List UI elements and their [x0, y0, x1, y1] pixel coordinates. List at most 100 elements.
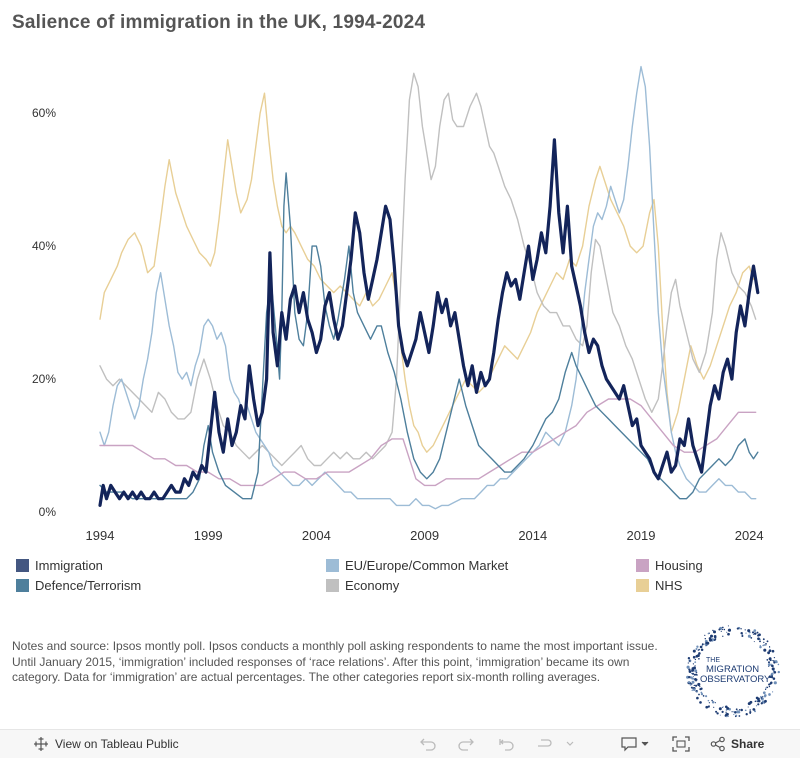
- legend-swatch: [16, 579, 29, 592]
- logo-dot: [725, 713, 728, 716]
- redo-icon[interactable]: [456, 736, 476, 752]
- logo-dot: [768, 657, 772, 660]
- logo-dot: [714, 702, 716, 704]
- revert-icon[interactable]: [497, 736, 517, 752]
- logo-dot: [712, 630, 717, 634]
- logo-dot: [686, 665, 690, 669]
- series-line-defence-terrorism[interactable]: [99, 172, 759, 500]
- logo-dot: [692, 663, 695, 665]
- logo-dot: [688, 670, 692, 673]
- pause-updates-icon[interactable]: [535, 736, 577, 752]
- logo-dot: [698, 693, 700, 696]
- legend-swatch: [636, 559, 649, 572]
- logo-dot: [764, 688, 767, 691]
- migration-observatory-logo: THE MIGRATION OBSERVATORY: [686, 625, 780, 718]
- logo-dot: [758, 633, 761, 637]
- series-line-economy[interactable]: [99, 72, 757, 467]
- logo-dot: [696, 690, 698, 693]
- logo-dot: [700, 692, 704, 696]
- y-tick-label: 40%: [32, 239, 56, 253]
- logo-dot: [721, 626, 724, 629]
- logo-dot: [760, 702, 763, 705]
- chart-title: Salience of immigration in the UK, 1994-…: [12, 12, 426, 33]
- legend-swatch: [16, 559, 29, 572]
- legend-label: Economy: [345, 578, 400, 593]
- logo-dot: [776, 661, 778, 663]
- logo-dot: [691, 672, 695, 675]
- logo-text-the: THE: [706, 657, 720, 664]
- logo-dot: [693, 666, 696, 670]
- logo-dot: [763, 641, 765, 644]
- y-tick-label: 20%: [32, 372, 56, 386]
- legend-item-defence[interactable]: Defence/Terrorism: [16, 578, 141, 593]
- logo-dot: [763, 648, 767, 652]
- share-icon: [710, 736, 725, 752]
- logo-dot: [711, 699, 713, 702]
- legend-item-immigration[interactable]: Immigration: [16, 558, 103, 573]
- logo-dot: [734, 715, 737, 718]
- logo-dot: [765, 643, 767, 645]
- legend-item-eu[interactable]: EU/Europe/Common Market: [326, 558, 508, 573]
- logo-dot: [753, 629, 757, 632]
- fullscreen-icon[interactable]: [672, 736, 690, 752]
- legend-item-economy[interactable]: Economy: [326, 578, 399, 593]
- logo-dot: [753, 632, 757, 635]
- tableau-icon: [34, 737, 48, 751]
- share-button[interactable]: Share: [710, 736, 764, 752]
- logo-dot: [752, 708, 756, 711]
- logo-dot: [694, 661, 697, 663]
- series-line-eu-europe-common-market[interactable]: [99, 65, 757, 510]
- legend-label: NHS: [655, 578, 683, 593]
- logo-dot: [719, 714, 721, 716]
- logo-dot: [770, 663, 772, 665]
- logo-dot: [731, 711, 733, 713]
- logo-dot: [734, 711, 737, 714]
- logo-dot: [760, 695, 762, 698]
- y-tick-label: 0%: [39, 505, 57, 519]
- legend-item-housing[interactable]: Housing: [636, 558, 703, 573]
- logo-dot: [694, 669, 698, 673]
- notes-and-source: Notes and source: Ipsos montly poll. Ips…: [12, 639, 658, 684]
- logo-dot: [692, 649, 696, 653]
- legend-item-nhs[interactable]: NHS: [636, 578, 682, 593]
- logo-dot: [688, 668, 691, 671]
- logo-dot: [707, 705, 710, 708]
- logo-dot: [688, 660, 691, 662]
- legend-swatch: [636, 579, 649, 592]
- logo-dot: [692, 688, 696, 691]
- line-chart: 0% 20% 40% 60% 1994 1999 2004 2009 2014 2019 2024: [32, 65, 764, 543]
- series-line-immigration[interactable]: [98, 138, 760, 507]
- logo-dot: [726, 631, 728, 633]
- view-on-tableau-link[interactable]: View on Tableau Public: [33, 736, 179, 752]
- logo-dot: [694, 665, 696, 667]
- undo-icon[interactable]: [418, 736, 438, 752]
- logo-dot: [687, 662, 689, 664]
- logo-dot: [738, 715, 741, 717]
- series-line-nhs[interactable]: [99, 92, 755, 453]
- logo-dot: [759, 644, 761, 647]
- logo-dot: [756, 631, 759, 634]
- logo-dot: [701, 643, 704, 646]
- logo-dot: [762, 695, 764, 698]
- logo-dot: [712, 640, 714, 642]
- logo-dot: [769, 682, 772, 685]
- logo-dot: [738, 709, 741, 711]
- logo-dot: [698, 657, 700, 660]
- logo-dot: [704, 637, 707, 640]
- logo-dot: [710, 634, 713, 638]
- logo-dot: [757, 697, 760, 701]
- logo-dot: [777, 663, 780, 666]
- logo-dot: [698, 652, 701, 655]
- logo-dot: [721, 629, 724, 631]
- logo-dot: [727, 628, 732, 632]
- series-line-housing[interactable]: [99, 398, 757, 487]
- logo-dot: [745, 632, 747, 634]
- comment-download-icon[interactable]: [620, 736, 652, 752]
- logo-dot: [773, 656, 776, 659]
- legend: Immigration EU/Europe/Common Market Hous…: [16, 558, 796, 602]
- legend-label: EU/Europe/Common Market: [345, 558, 509, 573]
- logo-dot: [764, 699, 767, 703]
- logo-dot: [718, 628, 721, 631]
- logo-dot: [769, 646, 771, 648]
- logo-dot: [696, 645, 699, 648]
